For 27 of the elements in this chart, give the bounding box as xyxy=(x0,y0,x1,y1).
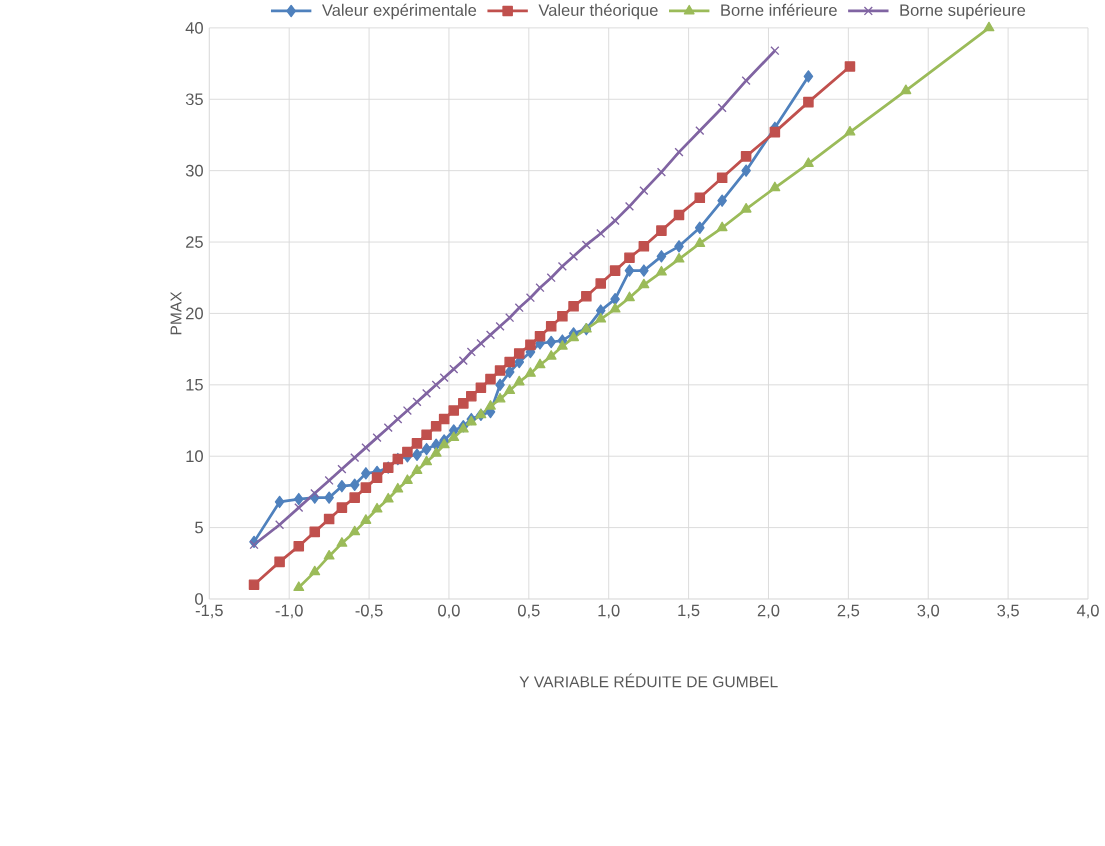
x-tick-label: 2,0 xyxy=(757,604,780,619)
x-tick-label: -0,5 xyxy=(355,604,383,619)
x-tick-label: 4,0 xyxy=(1076,604,1099,619)
x-tick-label: 3,5 xyxy=(997,604,1019,619)
x-tick-label: 0,0 xyxy=(438,604,460,619)
y-tick-label: 35 xyxy=(185,93,203,106)
y-axis-title: PMAX xyxy=(170,291,182,335)
x-tick-label: 1,5 xyxy=(678,604,700,619)
y-tick-label: 40 xyxy=(185,22,203,34)
x-tick-label: 3,0 xyxy=(917,604,940,619)
legend-label: Borne inférieure xyxy=(721,3,837,16)
x-axis-title: Y VARIABLE RÉDUITE DE GUMBEL xyxy=(519,673,778,688)
y-tick-label: 10 xyxy=(186,450,203,463)
legend-label: Borne supérieure xyxy=(900,3,1026,20)
y-tick-label: 5 xyxy=(195,521,203,534)
x-tick-label: 0,5 xyxy=(517,604,540,619)
y-tick-label: 0 xyxy=(195,593,203,605)
legend-label: Valeur expérimentale xyxy=(322,3,477,20)
y-tick-label: 15 xyxy=(186,379,203,391)
y-tick-label: 30 xyxy=(185,164,203,177)
x-tick-label: -1,5 xyxy=(195,604,223,619)
x-tick-label: 1,0 xyxy=(598,604,620,619)
legend-label: Valeur théorique xyxy=(538,3,658,20)
x-tick-label: 2,5 xyxy=(837,604,860,619)
x-tick-label: -1,0 xyxy=(275,604,303,619)
y-tick-label: 25 xyxy=(186,236,203,248)
y-tick-label: 20 xyxy=(186,307,203,320)
